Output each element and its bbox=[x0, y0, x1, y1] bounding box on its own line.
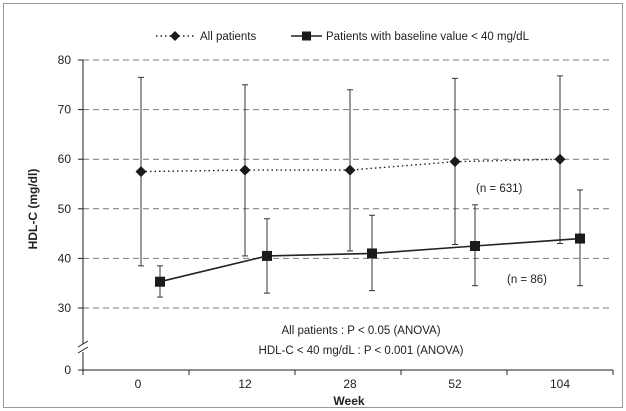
hdl-chart: 0 30 40 50 60 70 80 0 12 28 52 104 Week HDL-C (mg/dl)… bbox=[26, 31, 614, 408]
annotation-n-all: (n = 631) bbox=[476, 183, 523, 195]
series-markers bbox=[135, 153, 585, 287]
square-marker-2 bbox=[367, 248, 377, 259]
y-tick-label-70: 70 bbox=[58, 103, 72, 117]
square-marker-4 bbox=[575, 233, 585, 244]
x-tick-label-28: 28 bbox=[343, 377, 357, 391]
y-axis-title: HDL-C (mg/dl) bbox=[26, 169, 40, 250]
x-axis-title: Week bbox=[333, 394, 364, 408]
legend-marker-diamond bbox=[170, 31, 180, 41]
legend-label-baseline: Patients with baseline value < 40 mg/dL bbox=[326, 31, 530, 43]
y-tick-label-60: 60 bbox=[58, 152, 72, 166]
y-tick-label-30: 30 bbox=[58, 301, 72, 315]
annotation-pvalue-all: All patients : P < 0.05 (ANOVA) bbox=[281, 325, 440, 337]
diamond-marker-0 bbox=[135, 166, 147, 178]
legend-marker-square bbox=[302, 31, 311, 41]
legend-label-all-patients: All patients bbox=[200, 31, 257, 43]
diamond-marker-1 bbox=[239, 164, 251, 176]
y-tick-label-80: 80 bbox=[58, 53, 72, 67]
diamond-marker-2 bbox=[344, 164, 356, 176]
axis-break-mark-1 bbox=[77, 340, 89, 348]
legend: All patients Patients with baseline value… bbox=[156, 31, 530, 43]
x-tick-label-12: 12 bbox=[238, 377, 252, 391]
diamond-marker-3 bbox=[449, 156, 461, 168]
square-marker-3 bbox=[470, 241, 480, 251]
y-tick-label-0: 0 bbox=[64, 363, 71, 377]
x-tick-label-52: 52 bbox=[448, 377, 462, 391]
x-tick-label-0: 0 bbox=[135, 377, 142, 391]
x-tick-label-104: 104 bbox=[550, 377, 570, 391]
annotations: (n = 631) (n = 86) All patients : P < 0.05… bbox=[259, 183, 548, 357]
axes: 0 30 40 50 60 70 80 0 12 28 52 104 Week HDL-C (mg/dl) bbox=[26, 53, 614, 408]
diamond-marker-4 bbox=[554, 153, 566, 165]
square-marker-0 bbox=[155, 276, 165, 287]
axis-break-mark-2 bbox=[77, 346, 89, 354]
gridlines bbox=[83, 59, 613, 309]
chart-frame: 0 30 40 50 60 70 80 0 12 28 52 104 Week HDL-C (mg/dl)… bbox=[3, 3, 623, 408]
series-lines bbox=[140, 158, 581, 283]
square-marker-1 bbox=[262, 250, 272, 261]
y-tick-label-50: 50 bbox=[58, 202, 72, 216]
annotation-pvalue-low: HDL-C < 40 mg/dL : P < 0.001 (ANOVA) bbox=[259, 345, 464, 357]
annotation-n-low: (n = 86) bbox=[507, 274, 547, 286]
y-tick-label-40: 40 bbox=[58, 251, 72, 265]
